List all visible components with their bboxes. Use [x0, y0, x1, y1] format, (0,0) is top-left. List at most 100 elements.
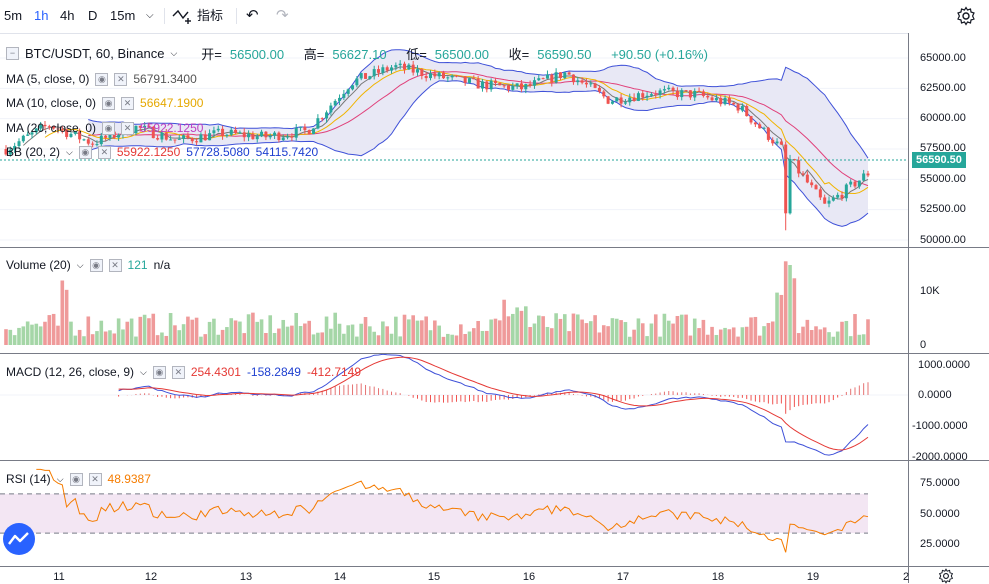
candle-body [732, 102, 736, 105]
volume-bar [549, 328, 554, 345]
volume-bar [428, 330, 433, 345]
candle-body [463, 76, 467, 83]
candle-body [390, 67, 394, 71]
time-axis[interactable]: 11 12 13 14 15 16 17 18 19 2 [0, 567, 909, 583]
volume-bar [775, 292, 779, 345]
indicators-label: 指标 [197, 8, 224, 23]
interval-5m[interactable]: 5m [4, 8, 23, 23]
interval-15m[interactable]: 15m [110, 8, 136, 23]
candle-body [615, 97, 619, 102]
candle-body [138, 125, 142, 128]
candle-body [4, 149, 8, 155]
candle-body [117, 135, 121, 138]
interval-4h[interactable]: 4h [60, 8, 75, 23]
signal-line [118, 356, 869, 451]
candle-body [684, 90, 688, 92]
close-icon[interactable]: ✕ [171, 365, 185, 379]
candle-body [558, 72, 562, 78]
undo-icon[interactable]: ↶ [246, 7, 259, 24]
collapse-icon[interactable]: − [6, 46, 19, 60]
candle-body [528, 84, 532, 86]
volume-bar [359, 323, 363, 345]
candle-body [338, 97, 342, 101]
gear-icon[interactable] [956, 6, 976, 26]
tradingview-logo-icon[interactable] [2, 522, 36, 556]
eye-icon[interactable]: ◉ [78, 145, 92, 159]
candle-body [355, 78, 359, 86]
price-chart[interactable] [0, 34, 908, 247]
symbol-legend: − BTC/USDT, 60, Binance ⌵ 开= 56500.00 高= 5… [6, 44, 716, 62]
volume-bar [307, 320, 312, 345]
chevron-down-icon[interactable]: ⌵ [170, 47, 178, 58]
volume-bar [303, 323, 307, 345]
eye-icon[interactable]: ◉ [95, 72, 109, 86]
legend-volume: Volume (20) ⌵ ◉ ✕ 121 n/a [6, 258, 171, 272]
chevron-down-icon[interactable]: ⌵ [146, 10, 154, 21]
candle-body [286, 136, 290, 138]
top-toolbar: 5m 1h 4h D 15m ⌵ 指标 ↶ ↷ [0, 0, 989, 33]
candle-body [719, 98, 723, 105]
candle-body [498, 82, 502, 86]
close-icon[interactable]: ✕ [97, 145, 111, 159]
volume-bar [99, 320, 104, 345]
redo-icon[interactable]: ↷ [276, 7, 289, 24]
candle-body [814, 185, 818, 190]
candle-body [437, 72, 441, 77]
candle-body [589, 83, 593, 85]
eye-icon[interactable]: ◉ [152, 365, 166, 379]
price-tick: 55000.00 [920, 173, 966, 185]
candle-body [342, 93, 346, 98]
candle-body [333, 100, 337, 106]
macd-chart[interactable] [0, 354, 908, 460]
candle-body [281, 137, 285, 141]
interval-1h[interactable]: 1h [34, 8, 49, 23]
chevron-down-icon[interactable]: ⌵ [56, 473, 64, 484]
volume-bar [731, 327, 736, 345]
close-icon[interactable]: ✕ [121, 96, 135, 110]
candle-body [823, 197, 827, 204]
chevron-down-icon[interactable]: ⌵ [140, 366, 147, 377]
eye-icon[interactable]: ◉ [102, 96, 116, 110]
candle-body [221, 128, 225, 137]
indicator-icon [172, 9, 191, 24]
interval-d[interactable]: D [88, 8, 98, 23]
settings-gear-icon[interactable] [938, 568, 954, 584]
candle-body [840, 194, 844, 199]
symbol-title[interactable]: BTC/USDT, 60, Binance [25, 45, 165, 61]
volume-chart[interactable] [0, 248, 908, 353]
eye-icon[interactable]: ◉ [69, 472, 83, 486]
candle-body [688, 90, 692, 98]
candle-body [429, 73, 433, 79]
legend-ma5: MA (5, close, 0) ◉ ✕ 56791.3400 [6, 72, 197, 86]
close-icon[interactable]: ✕ [108, 258, 122, 272]
candle-body [212, 130, 216, 134]
candle-body [511, 86, 515, 90]
candle-body [753, 122, 757, 125]
candle-body [294, 127, 298, 138]
chevron-down-icon[interactable]: ⌵ [66, 146, 73, 157]
candle-body [545, 74, 549, 79]
volume-bar [814, 326, 818, 345]
candle-body [290, 136, 294, 138]
candle-body [697, 90, 701, 92]
price-tick: 50000.00 [920, 234, 966, 246]
legend-rsi: RSI (14) ⌵ ◉ ✕ 48.9387 [6, 472, 151, 486]
candle-body [675, 90, 679, 98]
volume-bar [796, 333, 801, 345]
close-icon[interactable]: ✕ [121, 121, 135, 135]
chevron-down-icon[interactable]: ⌵ [76, 259, 84, 270]
close-icon[interactable]: ✕ [114, 72, 128, 86]
volume-bar [155, 335, 160, 345]
eye-icon[interactable]: ◉ [102, 121, 116, 135]
candle-body [745, 106, 749, 117]
candle-body [403, 63, 407, 70]
close-icon[interactable]: ✕ [88, 472, 102, 486]
rsi-chart[interactable] [0, 461, 908, 566]
time-tick: 11 [53, 571, 65, 583]
eye-icon[interactable]: ◉ [89, 258, 103, 272]
volume-bar [649, 323, 654, 345]
candle-body [701, 91, 705, 96]
volume-bar [56, 325, 60, 345]
indicators-button[interactable]: 指标 [172, 2, 223, 30]
candle-body [208, 133, 212, 141]
